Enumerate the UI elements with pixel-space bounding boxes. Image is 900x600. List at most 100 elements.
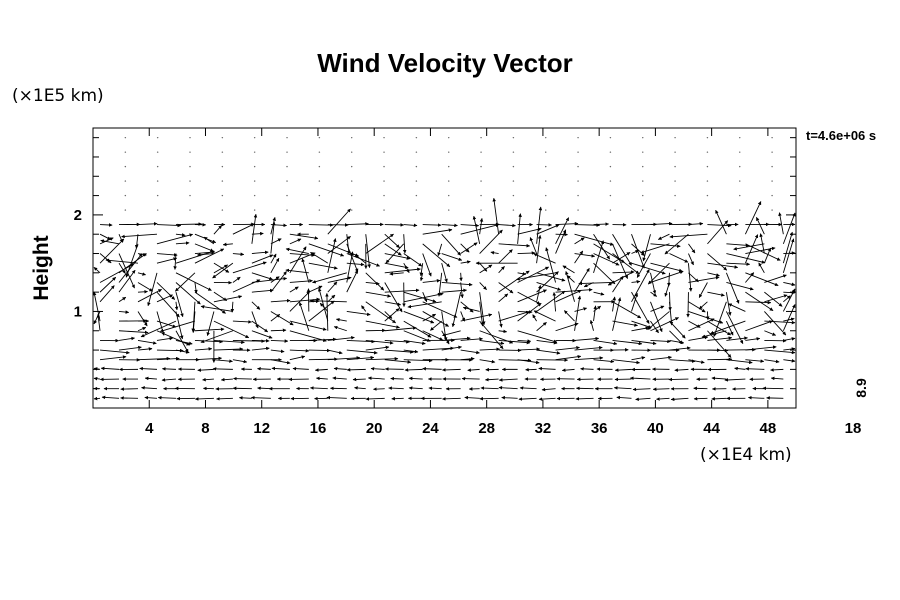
wind-vector [194,248,225,264]
wind-vector [270,238,282,245]
wind-vector [333,366,347,371]
calm-point [351,151,353,153]
calm-point [286,194,288,197]
wind-vector [612,339,643,346]
calm-point [286,165,288,168]
wind-vector [403,262,410,273]
calm-point [642,136,644,139]
wind-vector [137,347,153,351]
wind-vector [175,222,203,226]
wind-vector [157,395,176,400]
wind-vector [745,272,779,287]
wind-vector [403,358,433,363]
wind-vector [726,262,751,266]
wind-vector [650,272,657,295]
calm-point [286,180,288,182]
wind-vector [728,303,746,312]
wind-vector [460,357,475,361]
wind-vector [745,337,761,341]
wind-vector [156,336,174,341]
wind-vector [325,293,329,331]
calm-point [448,209,450,211]
calm-point [383,136,385,139]
colorbar-label: 8.9 [853,378,869,398]
wind-vector [194,243,214,252]
wind-vector [384,253,411,260]
wind-vector [441,345,462,351]
calm-point [124,165,127,168]
wind-vector [492,197,500,235]
wind-vector [479,282,487,290]
calm-point [156,165,159,168]
wind-vector [707,291,725,297]
x-tick-label: 40 [647,420,664,437]
wind-vector [156,253,178,257]
calm-point [221,151,224,153]
wind-vector [270,313,281,322]
wind-vector [118,296,127,303]
wind-vector [498,310,530,322]
vector-field [92,197,796,402]
calm-point [545,136,547,139]
wind-vector [517,339,532,343]
wind-vector [467,368,480,372]
wind-vector [745,367,765,371]
wind-vector [669,253,689,263]
wind-vector [501,395,518,400]
calm-point [189,194,191,197]
wind-vector [707,220,729,245]
x-tick-label: 12 [253,420,270,437]
wind-vector [289,238,302,245]
wind-vector [783,295,791,303]
calm-point [351,136,353,139]
wind-vector [783,317,795,322]
calm-point [739,209,741,211]
wind-vector [402,234,407,254]
wind-vector [724,378,746,382]
calm-point [415,165,418,168]
x-axis-ticks: 4 8 12 16 20 24 28 32 36 40 44 48 [145,128,776,437]
wind-vector [538,397,556,401]
wind-vector [403,339,426,345]
wind-vector [346,311,371,317]
wind-vector [346,222,369,226]
wind-vector [612,233,632,266]
wind-vector [631,291,650,324]
plot-frame [92,127,797,409]
wind-vector [612,359,641,365]
calm-point [642,165,644,168]
wind-vector [213,225,223,235]
calm-point [545,194,547,197]
wind-vector [498,339,531,345]
calm-point [189,136,191,139]
wind-vector [308,300,335,322]
wind-vector [346,339,376,344]
wind-vector [479,218,484,235]
wind-vector [384,311,393,319]
wind-vector [361,305,367,312]
wind-vector [365,272,385,291]
wind-vector [99,355,127,361]
x-unit-label: (×1E4 km) [700,445,792,465]
wind-vector [538,366,556,371]
calm-point [771,165,773,168]
calm-point [351,180,353,182]
wind-vector [327,349,343,355]
wind-vector [707,320,731,336]
wind-vector [555,288,593,293]
x-tick-label: 16 [310,420,327,437]
calm-point [545,165,547,168]
wind-vector [517,291,541,305]
wind-vector [711,397,727,401]
wind-vector [175,282,201,305]
wind-vector [101,395,120,400]
wind-vector [270,257,280,274]
wind-vector [536,321,547,332]
wind-vector [574,267,590,293]
calm-point [156,194,159,197]
wind-vector [517,310,533,314]
calm-point [156,209,159,211]
calm-point [415,180,418,182]
wind-vector [118,269,136,293]
calm-point [739,194,741,197]
